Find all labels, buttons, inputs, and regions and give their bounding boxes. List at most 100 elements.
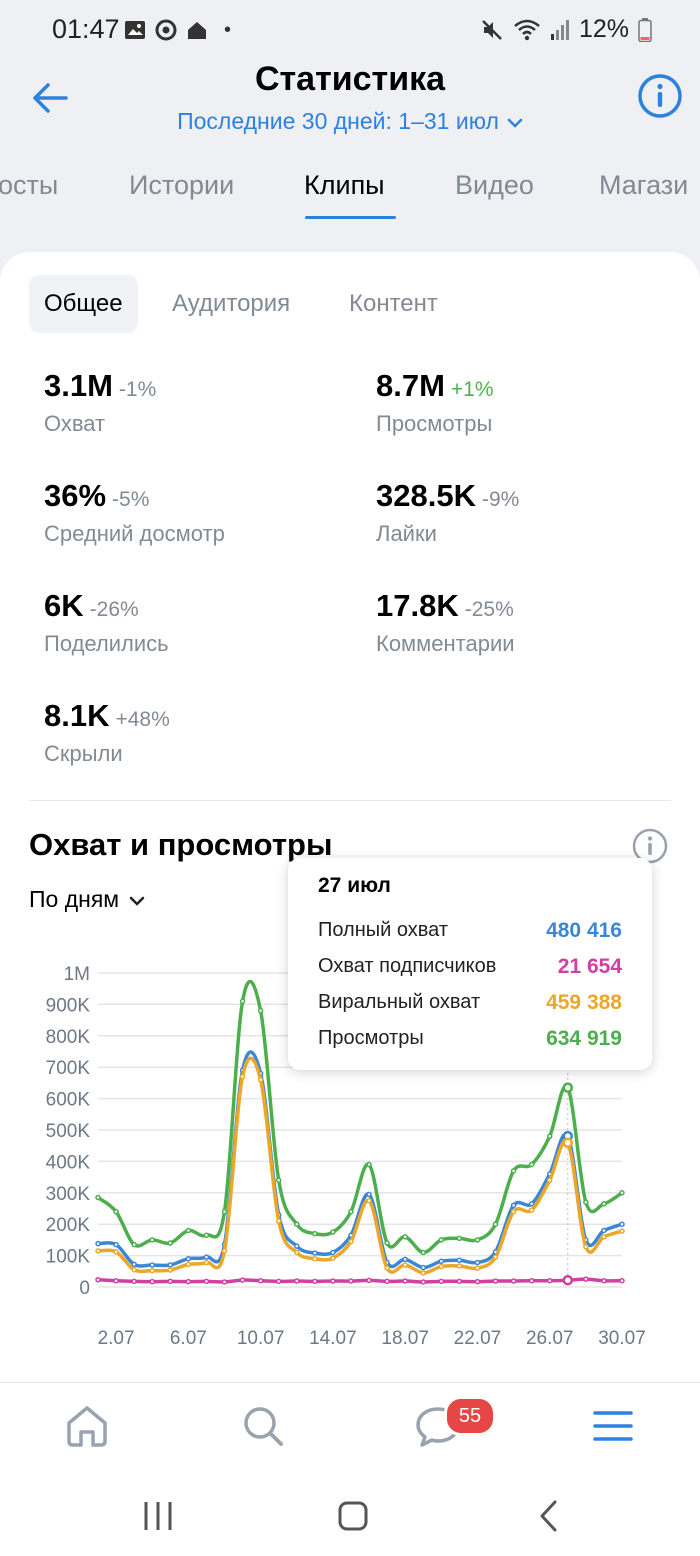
tooltip-value: 21 654 <box>557 955 622 978</box>
data-point <box>619 1228 625 1234</box>
gallery-icon <box>125 21 145 39</box>
data-point <box>546 1133 553 1140</box>
metric-label: Лайки <box>376 521 437 546</box>
data-point <box>562 1082 574 1093</box>
x-tick-label: 2.07 <box>98 1328 135 1349</box>
data-point <box>149 1237 155 1243</box>
metric-value: 17.8K <box>376 588 459 623</box>
data-point <box>185 1278 192 1285</box>
data-point <box>510 1168 517 1174</box>
tab-clips[interactable]: Клипы <box>304 170 385 200</box>
data-point <box>619 1190 625 1196</box>
x-tick-label: 6.07 <box>170 1328 207 1349</box>
data-point <box>203 1278 210 1285</box>
tab-posts[interactable]: осты <box>0 170 59 200</box>
messages-badge: 55 <box>444 1396 496 1436</box>
subtab-general[interactable]: Общее <box>29 275 138 333</box>
metric-change: -25% <box>464 598 514 621</box>
tooltip-value: 480 416 <box>546 919 622 942</box>
back-arrow-icon[interactable] <box>28 76 72 120</box>
data-point <box>348 1208 354 1215</box>
recent-apps-icon[interactable] <box>138 1496 178 1536</box>
data-point <box>239 1277 246 1283</box>
mute-icon <box>482 19 502 40</box>
data-point <box>149 1278 155 1285</box>
page-title: Статистика <box>254 60 446 98</box>
metric-comments: 17.8K -25% Комментарии <box>376 588 515 657</box>
metric-change: -1% <box>118 378 157 401</box>
data-point <box>456 1278 463 1285</box>
y-tick-label: 600K <box>46 1090 91 1111</box>
tooltip-date: 27 июл <box>318 874 391 897</box>
data-point <box>221 1248 228 1254</box>
data-point <box>294 1243 300 1249</box>
metric-avg-watch: 36% -5% Средний досмотр <box>44 478 225 547</box>
data-point <box>330 1278 336 1284</box>
data-point <box>149 1262 155 1268</box>
stats-card: Общее Аудитория Контент 3.1M -1% Охват 8.… <box>0 252 700 1382</box>
data-point <box>438 1278 445 1285</box>
status-dot: • <box>224 18 232 41</box>
data-point <box>275 1278 282 1285</box>
back-button-icon[interactable] <box>530 1496 570 1536</box>
tab-video[interactable]: Видео <box>455 170 534 200</box>
home-lock-icon <box>188 22 206 39</box>
data-point <box>601 1234 607 1240</box>
home-icon[interactable] <box>62 1401 112 1451</box>
metric-value: 8.7M <box>376 368 445 403</box>
wifi-icon <box>514 19 540 40</box>
series-line <box>97 1277 623 1284</box>
info-icon[interactable] <box>631 827 669 865</box>
metric-hidden: 8.1K +48% Скрыли <box>44 698 170 767</box>
y-tick-label: 500K <box>46 1121 91 1142</box>
metric-likes: 328.5K -9% Лайки <box>376 478 519 547</box>
data-point <box>275 1177 282 1183</box>
data-point <box>583 1276 589 1282</box>
data-point <box>131 1261 137 1268</box>
data-point <box>294 1221 300 1227</box>
home-button-icon[interactable] <box>333 1496 373 1536</box>
x-tick-label: 22.07 <box>454 1328 502 1349</box>
data-point <box>131 1278 137 1285</box>
data-point <box>312 1230 318 1237</box>
data-point <box>402 1278 408 1284</box>
data-point <box>167 1267 174 1273</box>
y-tick-label: 0 <box>79 1278 90 1299</box>
data-point <box>619 1221 625 1227</box>
data-point <box>113 1277 119 1284</box>
data-point <box>95 1248 101 1254</box>
data-point <box>239 1073 246 1080</box>
battery-icon <box>638 17 652 42</box>
data-point <box>384 1265 390 1271</box>
metric-views: 8.7M +1% Просмотры <box>376 368 494 437</box>
data-point <box>583 1244 589 1250</box>
metric-label: Просмотры <box>376 411 493 436</box>
status-system-icons: 12% <box>480 15 652 44</box>
data-point <box>203 1259 210 1266</box>
status-bar: 01:47 • 12% <box>0 0 700 62</box>
data-point <box>95 1277 101 1283</box>
data-point <box>167 1240 174 1246</box>
data-point <box>366 1197 372 1204</box>
data-point <box>149 1267 155 1274</box>
data-point <box>438 1258 445 1265</box>
tab-shops[interactable]: Магази <box>599 170 689 200</box>
data-point <box>113 1208 119 1215</box>
subtab-content[interactable]: Контент <box>349 290 438 317</box>
data-point <box>239 998 246 1005</box>
data-point <box>294 1278 300 1284</box>
data-point <box>275 1218 282 1224</box>
metric-label: Комментарии <box>376 631 515 656</box>
tab-stories[interactable]: Истории <box>129 170 235 200</box>
granularity-selector[interactable]: По дням <box>29 886 145 913</box>
metric-change: -9% <box>481 488 520 511</box>
data-point <box>366 1161 372 1168</box>
chart-section-title: Охват и просмотры <box>29 827 333 862</box>
search-icon[interactable] <box>238 1401 288 1451</box>
data-point <box>384 1240 390 1246</box>
info-icon[interactable] <box>636 72 684 120</box>
period-selector[interactable]: Последние 30 дней: 1–31 июл <box>0 108 700 135</box>
menu-icon[interactable] <box>588 1401 638 1451</box>
data-point <box>510 1278 517 1284</box>
subtab-audience[interactable]: Аудитория <box>172 290 291 317</box>
